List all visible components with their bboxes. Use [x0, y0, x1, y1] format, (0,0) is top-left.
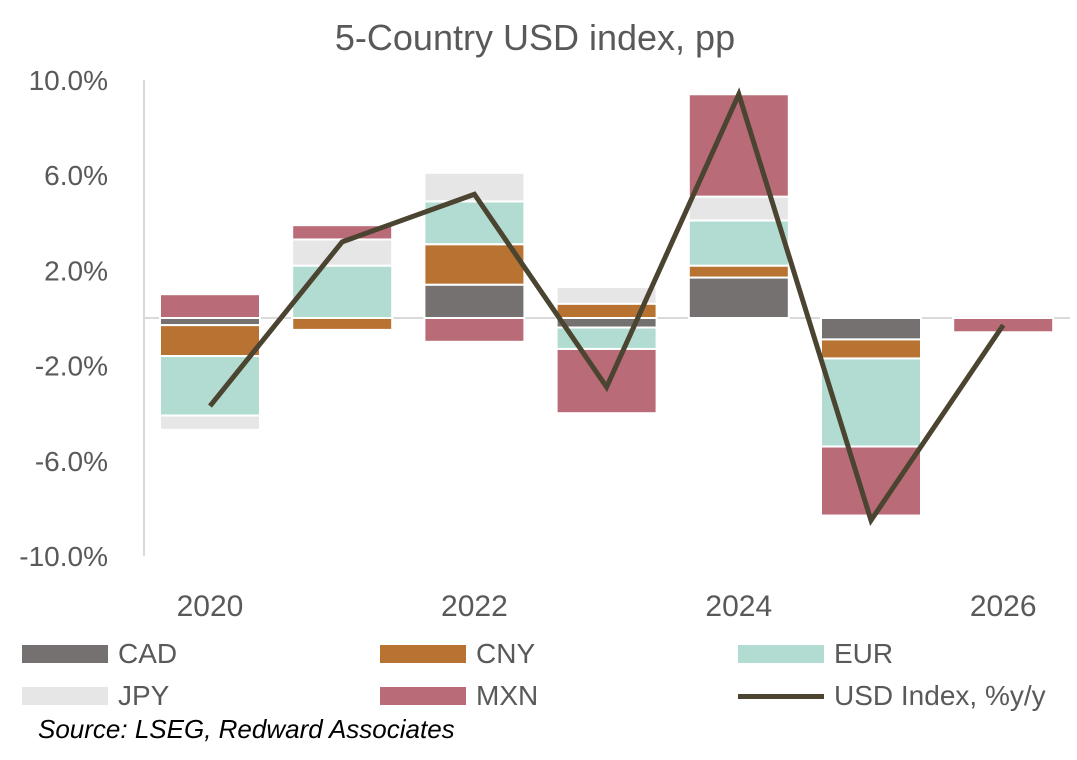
bar-segment-cad-2025 [820, 317, 922, 341]
legend-swatch-cad [22, 645, 108, 663]
legend-label-cad: CAD [118, 638, 178, 669]
y-tick-labels: 10.0% 6.0% 2.0% -2.0% -6.0% -10.0% [19, 65, 108, 572]
y-tick-label: -6.0% [35, 446, 108, 477]
legend-swatch-eur [738, 645, 824, 663]
legend-line-usd-index [738, 693, 824, 699]
bar-segment-cny-2020 [159, 324, 261, 358]
x-tick-label: 2024 [705, 590, 772, 623]
bar-segment-cad-2024 [687, 276, 790, 320]
y-tick-label: 2.0% [44, 255, 108, 286]
x-tick-labels: 2020 2022 2024 2026 [177, 590, 1037, 623]
legend-swatch-jpy [22, 687, 108, 705]
bar-segment-jpy-2023 [555, 286, 658, 305]
legend-swatch-mxn [380, 687, 466, 705]
bar-segment-eur-2024 [687, 219, 790, 267]
bar-segment-eur-2021 [291, 264, 394, 320]
legend-label-cny: CNY [476, 638, 536, 669]
source-note: Source: LSEG, Redward Associates [38, 714, 455, 744]
bar-segment-cny-2022 [423, 243, 526, 286]
legend-label-eur: EUR [834, 638, 894, 669]
legend-label-mxn: MXN [476, 680, 539, 711]
bar-segment-mxn-2024 [687, 93, 790, 198]
legend-label-usd-index: USD Index, %y/y [834, 680, 1046, 711]
legend-item-mxn: MXN [380, 676, 538, 716]
y-tick-label: -2.0% [35, 351, 108, 382]
bar-segment-jpy-2020 [159, 414, 261, 431]
usd-index-line [208, 87, 1006, 527]
bar-segment-cad-2022 [423, 283, 526, 319]
usd-index-line-layer [208, 87, 1006, 527]
bar-segment-cad-2023 [555, 317, 658, 329]
x-tick-label: 2020 [177, 590, 244, 623]
chart: 5-Country USD index, pp 10.0% 6.0% 2.0% -2.… [19, 17, 1070, 623]
x-tick-label: 2026 [970, 590, 1037, 623]
legend-item-jpy: JPY [22, 676, 169, 716]
bar-segment-mxn-2020 [159, 293, 261, 320]
legend-item-cad: CAD [22, 634, 177, 674]
legend: CAD CNY EUR JPY MXN USD Index, %y/y [0, 628, 1077, 718]
legend-item-usd-index: USD Index, %y/y [738, 676, 1046, 716]
y-tick-label: 10.0% [29, 65, 108, 96]
bar-segment-cny-2025 [820, 338, 922, 360]
y-tick-label: 6.0% [44, 160, 108, 191]
x-tick-label: 2022 [441, 590, 508, 623]
bar-segment-cny-2021 [291, 317, 394, 331]
bars [159, 93, 1055, 517]
legend-item-cny: CNY [380, 634, 535, 674]
legend-label-jpy: JPY [118, 680, 170, 711]
bar-segment-mxn-2022 [423, 317, 526, 343]
legend-swatch-cny [380, 645, 466, 663]
legend-item-eur: EUR [738, 634, 893, 674]
chart-title: 5-Country USD index, pp [335, 17, 735, 58]
bar-segment-cad-2020 [159, 317, 261, 327]
y-tick-label: -10.0% [19, 541, 108, 572]
bar-segment-mxn-2025 [820, 445, 922, 517]
bar-segment-cny-2024 [687, 264, 790, 279]
